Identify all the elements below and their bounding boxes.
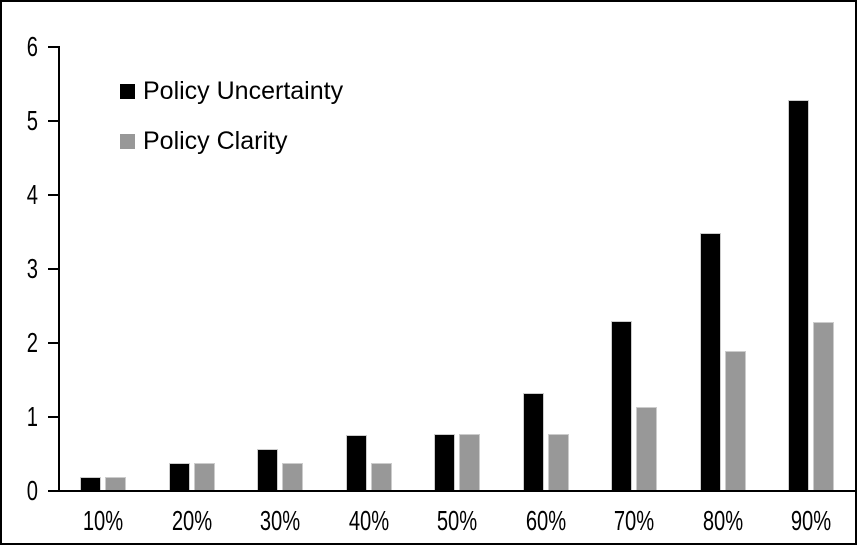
bar-policy-clarity-80% (724, 351, 746, 491)
bar-policy-clarity-40% (370, 462, 392, 491)
x-category-label: 20% (171, 505, 212, 536)
bar-policy-clarity-90% (813, 321, 835, 491)
y-tick (48, 490, 59, 492)
x-category-label: 90% (791, 505, 832, 536)
bar-policy-clarity-20% (193, 462, 215, 491)
bar-policy-uncertainty-40% (345, 434, 367, 491)
y-tick (48, 120, 59, 122)
bar-policy-uncertainty-10% (80, 476, 102, 491)
legend-item-policy-uncertainty: Policy Uncertainty (120, 79, 343, 104)
legend-item-policy-clarity: Policy Clarity (120, 129, 287, 154)
bar-policy-clarity-30% (282, 462, 304, 491)
x-category-label: 10% (83, 505, 124, 536)
legend-label-policy-uncertainty: Policy Uncertainty (143, 77, 344, 105)
y-tick-label: 2 (26, 327, 38, 358)
bar-policy-uncertainty-90% (788, 100, 810, 491)
bar-policy-uncertainty-50% (434, 434, 456, 491)
bar-policy-uncertainty-30% (257, 448, 279, 491)
bar-policy-clarity-10% (105, 476, 127, 491)
legend-label-policy-clarity: Policy Clarity (143, 127, 288, 155)
y-tick-label: 6 (26, 31, 38, 62)
y-tick-label: 4 (26, 179, 38, 210)
bar-policy-clarity-70% (636, 406, 658, 491)
x-category-label: 30% (260, 505, 301, 536)
bar-policy-uncertainty-70% (611, 320, 633, 491)
x-category-label: 50% (437, 505, 478, 536)
bar-policy-uncertainty-80% (699, 232, 721, 491)
bar-policy-uncertainty-60% (522, 392, 544, 491)
bar-policy-clarity-60% (547, 434, 569, 491)
y-tick-label: 0 (26, 475, 38, 506)
x-category-label: 70% (614, 505, 655, 536)
y-tick (48, 46, 59, 48)
bar-policy-clarity-50% (459, 434, 481, 491)
y-tick (48, 342, 59, 344)
y-tick (48, 194, 59, 196)
y-tick-label: 3 (26, 253, 38, 284)
x-category-label: 80% (702, 505, 743, 536)
y-tick-label: 5 (26, 105, 38, 136)
y-axis-line (58, 46, 60, 492)
legend-swatch-policy-uncertainty (120, 84, 135, 99)
x-category-label: 60% (525, 505, 566, 536)
y-tick (48, 416, 59, 418)
y-tick (48, 268, 59, 270)
legend-swatch-policy-clarity (120, 134, 135, 149)
y-tick-label: 1 (26, 401, 38, 432)
x-category-label: 40% (348, 505, 389, 536)
x-axis-line (58, 490, 855, 492)
bar-policy-uncertainty-20% (168, 462, 190, 491)
